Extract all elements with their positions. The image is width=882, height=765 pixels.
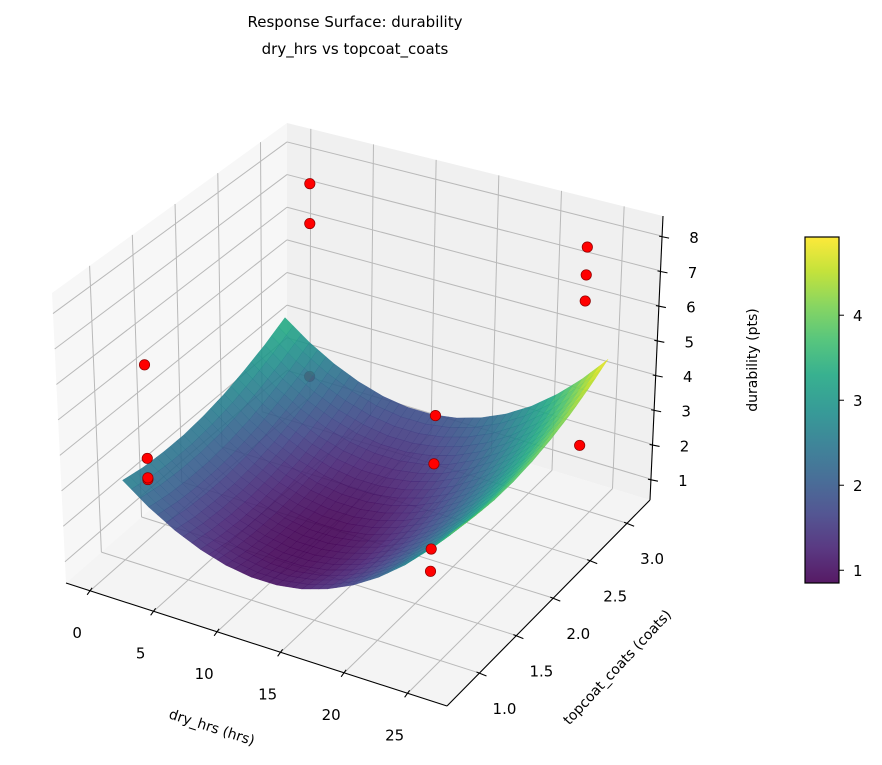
x-gridline	[369, 144, 374, 416]
z-tick-mark	[657, 270, 668, 274]
z-tick-mark	[647, 478, 659, 482]
z-tick-label: 1	[678, 472, 688, 490]
z-tick-label: 6	[686, 299, 696, 317]
y-gridline	[89, 265, 102, 553]
data-point	[429, 410, 441, 422]
data-point	[428, 458, 440, 470]
x-axis-line	[65, 582, 448, 707]
x-tick-mark	[277, 648, 284, 657]
z-gridline	[286, 141, 663, 237]
z-gridline	[286, 272, 656, 376]
z-tick-mark	[654, 339, 665, 343]
z-gridline	[57, 239, 288, 421]
z-gridline	[286, 239, 658, 341]
data-point	[579, 295, 591, 307]
y-tick-mark	[513, 634, 524, 640]
z-gridline	[54, 174, 288, 350]
data-point	[581, 241, 593, 253]
y-tick-label: 1.0	[493, 700, 517, 718]
z-tick-mark	[658, 235, 670, 239]
data-point	[574, 439, 586, 451]
chart-title-line-1: Response Surface: durability	[247, 13, 463, 31]
z-gridline	[61, 304, 288, 492]
data-point	[304, 178, 316, 190]
y-gridline	[101, 551, 480, 674]
data-point	[424, 565, 437, 577]
z-gridline	[286, 206, 660, 307]
x-axis-label: dry_hrs (hrs)	[167, 707, 257, 750]
x-tick-label: 25	[385, 726, 404, 744]
x-tick-mark	[213, 628, 220, 637]
y-gridline	[174, 203, 183, 482]
x-tick-label: 0	[72, 624, 82, 642]
x-tick-label: 10	[195, 665, 214, 683]
x-gridline	[611, 206, 625, 489]
data-point	[142, 472, 154, 484]
y-tick-mark	[550, 596, 561, 602]
z-tick-label: 2	[680, 437, 690, 455]
z-tick-mark	[649, 443, 660, 447]
data-point	[138, 359, 151, 371]
data-point	[580, 269, 592, 281]
data-point	[425, 543, 437, 555]
left-pane	[52, 123, 287, 583]
z-gridline	[52, 141, 288, 314]
surface-patch	[448, 523, 465, 536]
y-tick-mark	[623, 521, 635, 527]
x-tick-mark	[150, 607, 157, 616]
y-tick-mark	[476, 671, 487, 677]
y-tick-label: 2.5	[603, 588, 627, 606]
x-tick-mark	[86, 587, 93, 596]
z-tick-mark	[651, 409, 662, 413]
z-gridline	[59, 272, 288, 456]
y-tick-label: 1.5	[529, 663, 553, 681]
x-tick-label: 5	[136, 644, 146, 662]
y-axis-line	[446, 499, 651, 707]
data-point	[141, 452, 153, 464]
z-axis-label: durability (pts)	[745, 308, 761, 411]
chart-title-line-2: dry_hrs vs topcoat_coats	[261, 40, 449, 58]
z-gridline	[56, 206, 288, 385]
colorbar-tick-label: 1	[853, 562, 863, 580]
colorbar: 1 2 3 4	[804, 236, 863, 584]
x-tick-label: 20	[322, 706, 341, 724]
z-axis-line	[649, 215, 664, 501]
z-tick-mark	[655, 305, 667, 309]
y-tick-label: 2.0	[566, 625, 590, 643]
z-tick-label: 5	[685, 333, 695, 351]
z-tick-label: 7	[688, 264, 698, 282]
x-gridline	[343, 469, 553, 674]
x-tick-mark	[404, 689, 411, 698]
x-gridline	[490, 175, 500, 452]
colorbar-tick-label: 2	[853, 477, 863, 495]
z-tick-label: 4	[683, 368, 693, 386]
z-gridline	[286, 174, 661, 272]
colorbar-tick-label: 3	[853, 392, 863, 410]
colorbar-gradient	[804, 236, 840, 584]
y-tick-mark	[587, 559, 598, 565]
y-tick-label: 3.0	[640, 550, 664, 568]
surface-and-points	[122, 178, 609, 590]
z-tick-label: 8	[689, 229, 699, 247]
x-tick-mark	[340, 669, 347, 678]
z-tick-mark	[652, 374, 663, 378]
data-point	[304, 217, 316, 230]
x-gridline	[407, 488, 613, 694]
z-gridline	[286, 304, 655, 411]
x-gridline	[430, 159, 437, 434]
axes-lines: 0 5 10 15 20 25 1.0 1.5 2.0 2.5 3.0 1 2 3 4 5 6 7 8	[65, 215, 699, 744]
colorbar-tick-label: 4	[853, 307, 863, 325]
z-gridline	[286, 337, 653, 445]
x-tick-label: 15	[258, 685, 277, 703]
z-tick-label: 3	[681, 403, 691, 421]
